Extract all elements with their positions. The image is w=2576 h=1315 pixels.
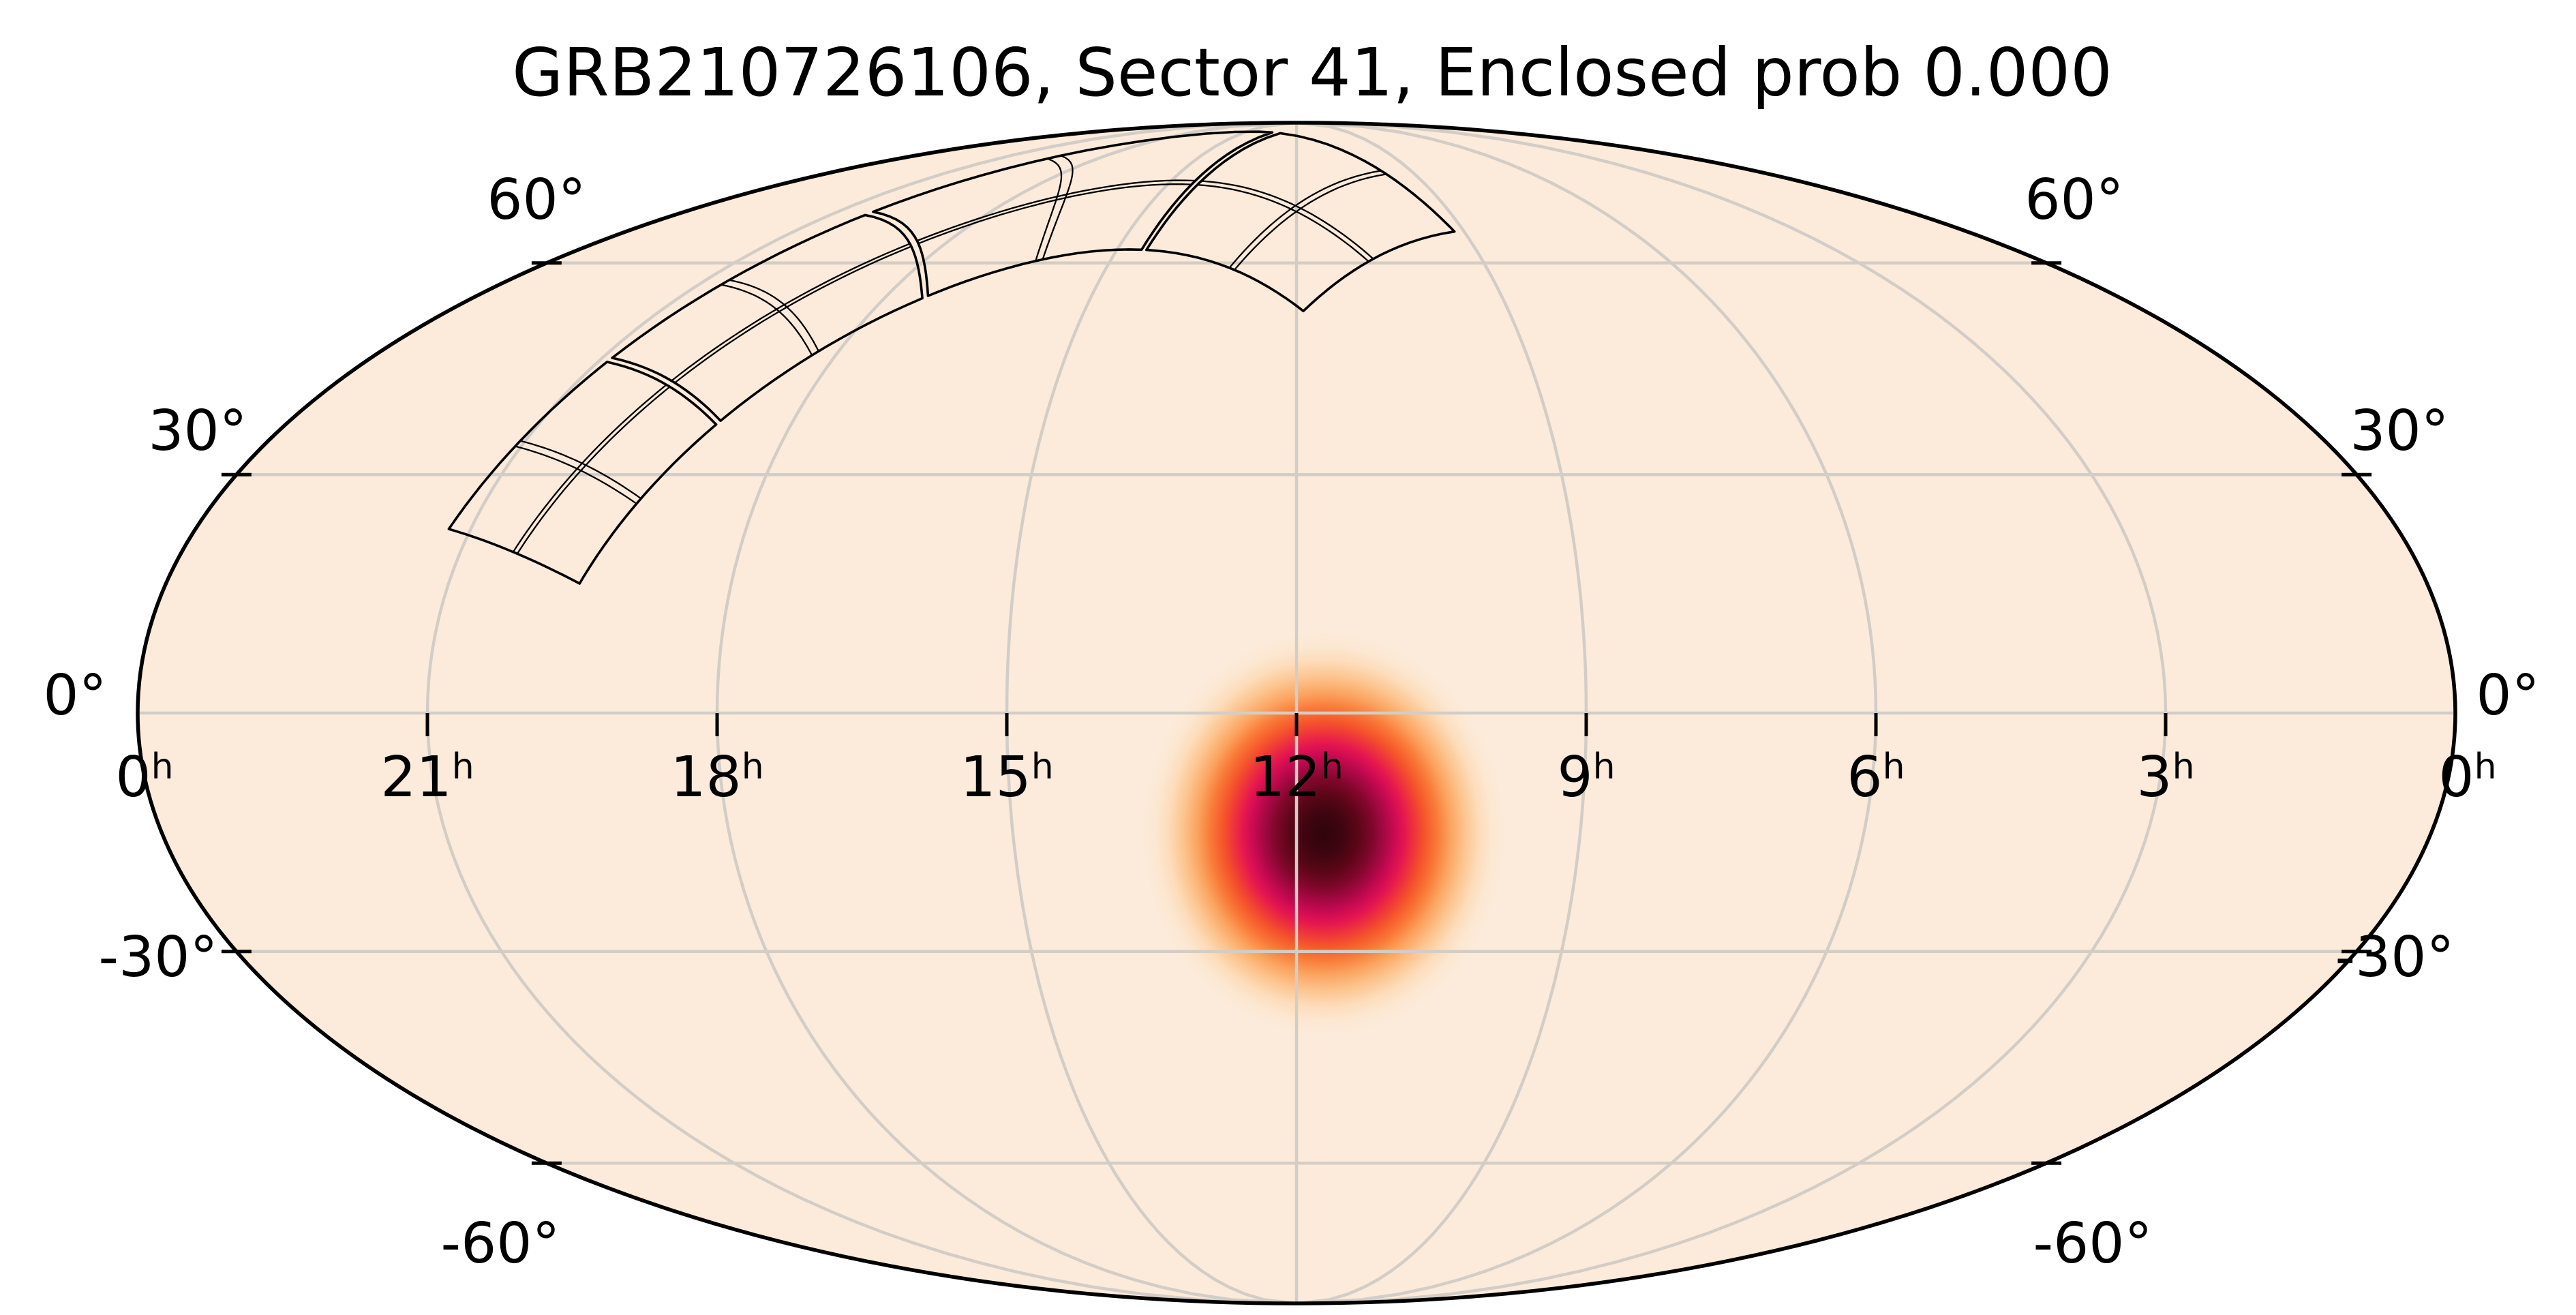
footprint-camera-1 xyxy=(447,361,718,585)
dec-label-left-30: 30° xyxy=(148,399,247,464)
footprint-camera-4 xyxy=(1145,132,1456,313)
footprint-camera-4-ccd-dividers xyxy=(1197,170,1387,271)
probability-blob xyxy=(1143,633,1504,1035)
footprint-camera-2-ccd-dividers xyxy=(671,243,912,384)
dec-label-right-0: 0° xyxy=(2476,663,2539,728)
ra-label-0h-8: 0h xyxy=(2438,745,2496,810)
dec-label-right-30: 30° xyxy=(2350,399,2449,464)
footprint-camera-3 xyxy=(872,130,1274,297)
dec-label-right--60: -60° xyxy=(2033,1211,2153,1276)
footprint-camera-2 xyxy=(611,213,924,423)
dec-label-right--30: -30° xyxy=(2335,925,2455,990)
dec-label-left--30: -30° xyxy=(99,925,218,990)
dec-label-left-0: 0° xyxy=(43,663,106,728)
axis-ticks xyxy=(221,261,2372,1165)
dec-axis-labels: 60° 60° 30° 30° 0° 0° -30° -30° -60° -60° xyxy=(43,168,2539,1276)
dec-label-left-60: 60° xyxy=(487,168,586,232)
tess-footprint xyxy=(447,130,1456,585)
footprint-camera-1-ccd-dividers xyxy=(512,384,671,554)
map-boundary xyxy=(136,121,2457,1305)
dec-label-left--60: -60° xyxy=(441,1211,560,1276)
plot-title: GRB210726106, Sector 41, Enclosed prob 0… xyxy=(512,34,2112,111)
footprint-camera-3-ccd-dividers xyxy=(916,155,1196,262)
dec-label-right-60: 60° xyxy=(2025,168,2123,232)
